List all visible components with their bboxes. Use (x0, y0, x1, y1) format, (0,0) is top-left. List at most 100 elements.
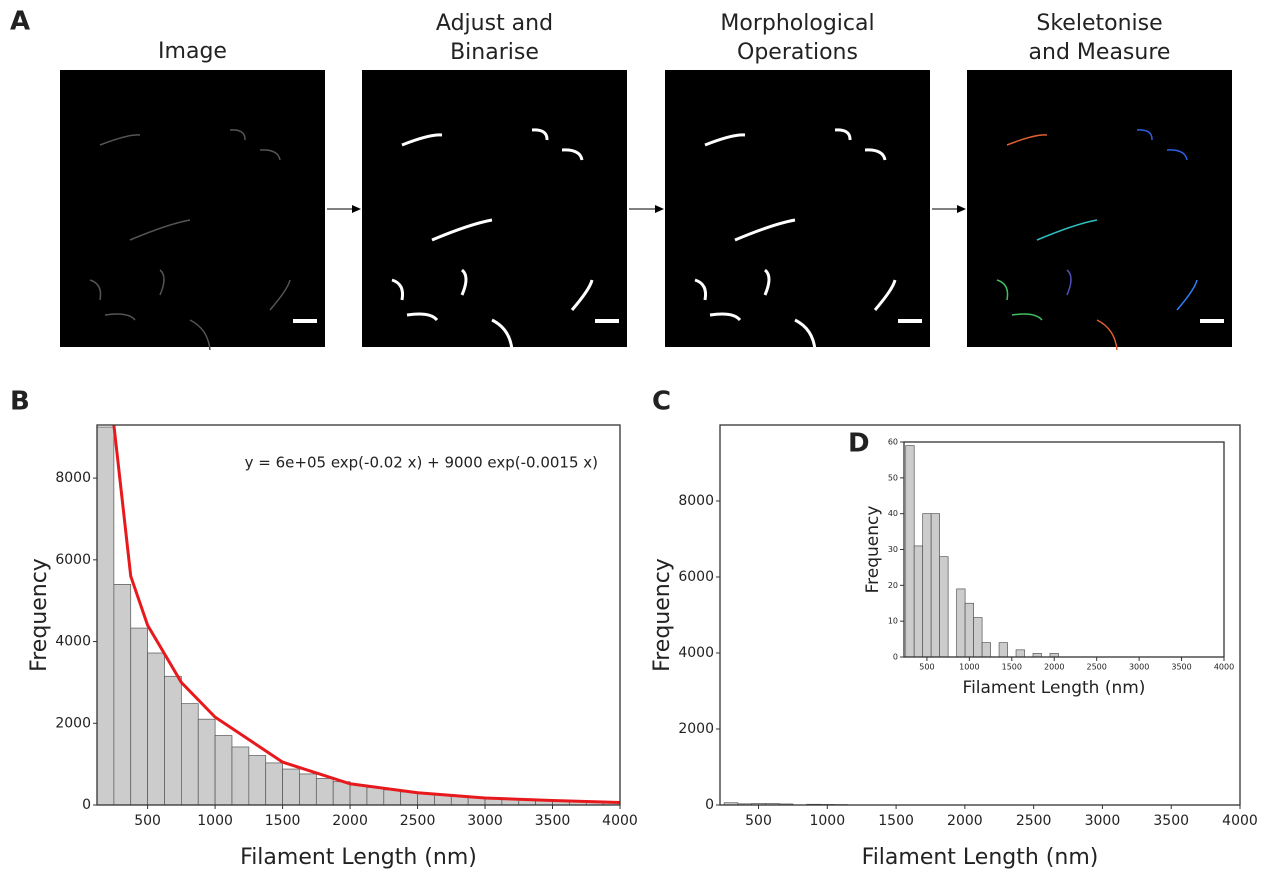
step-title: and Measure (1029, 40, 1171, 65)
bar (248, 755, 267, 806)
y-tick-label: 40 (888, 509, 898, 518)
filament (709, 312, 742, 322)
filament (431, 218, 493, 242)
x-tick-label: 4000 (1222, 813, 1258, 829)
y-tick-label: 60 (888, 438, 898, 447)
y-tick-label: 30 (888, 545, 898, 554)
y-tick-label: 0 (82, 797, 91, 813)
y-tick-label: 8000 (55, 470, 91, 486)
x-tick-label: 2000 (1044, 663, 1064, 672)
x-tick-label: 3500 (1153, 813, 1189, 829)
bar (973, 617, 983, 658)
filament (401, 133, 443, 147)
filament (734, 218, 796, 242)
filament (159, 269, 165, 296)
bar (231, 746, 250, 806)
bar (981, 642, 991, 658)
step-title: Binarise (450, 40, 539, 65)
x-tick-label: 1000 (809, 813, 845, 829)
plot-frame (719, 424, 1241, 806)
bar (299, 773, 317, 806)
filament (229, 129, 246, 141)
x-tick-label: 500 (134, 813, 161, 829)
y-tick-label: 6000 (55, 552, 91, 568)
y-axis-label: Frequency (650, 558, 675, 672)
bar (930, 513, 940, 658)
image-panel (362, 70, 627, 347)
scale-bar (1200, 319, 1224, 323)
inset-background (904, 442, 1224, 657)
bar (214, 735, 233, 806)
panel-label: A (10, 7, 30, 37)
scale-bar (595, 319, 619, 323)
bar (130, 627, 148, 806)
filament (460, 268, 468, 296)
y-tick-label: 2000 (55, 715, 91, 731)
x-tick-label: 1500 (878, 813, 914, 829)
image-panel (967, 70, 1232, 347)
bar (349, 784, 368, 806)
filament (794, 318, 817, 351)
bar (113, 584, 132, 806)
bar (265, 762, 283, 806)
x-tick-label: 1500 (265, 813, 301, 829)
x-tick-label: 3000 (467, 813, 503, 829)
filament (99, 134, 141, 146)
bar (332, 781, 351, 806)
filament (1066, 269, 1072, 296)
filament (1096, 319, 1118, 351)
bar (956, 588, 966, 658)
bar (197, 718, 216, 806)
arrowhead (655, 205, 664, 213)
step-title: Morphological (720, 11, 874, 36)
filament (864, 148, 887, 161)
x-tick-label: 3000 (1085, 813, 1121, 829)
filament (996, 279, 1009, 301)
x-axis-label: Filament Length (nm) (862, 845, 1099, 870)
filament (391, 278, 404, 301)
bar (366, 787, 385, 806)
bar (181, 703, 199, 806)
filament (129, 219, 191, 241)
step-title: Operations (737, 40, 858, 65)
x-tick-label: 1500 (1002, 663, 1022, 672)
fit-curve (112, 424, 621, 805)
x-tick-label: 3000 (1129, 663, 1149, 672)
x-tick-label: 2500 (1086, 663, 1106, 672)
bar (96, 426, 115, 806)
scale-bar (293, 319, 317, 323)
filament (491, 318, 514, 351)
bar (383, 789, 402, 806)
arrowhead (352, 205, 361, 213)
filament (89, 279, 102, 301)
filament (1166, 149, 1188, 161)
x-axis-label: Filament Length (nm) (963, 678, 1146, 698)
filament (873, 279, 897, 311)
y-tick-label: 8000 (678, 493, 714, 509)
x-tick-label: 2500 (1016, 813, 1052, 829)
filament (561, 148, 584, 161)
bar (1015, 649, 1025, 658)
step-title: Image (158, 39, 227, 64)
y-tick-label: 0 (893, 653, 898, 662)
y-tick-label: 4000 (678, 645, 714, 661)
filament (704, 133, 746, 147)
filament (1176, 279, 1198, 311)
filament (104, 313, 136, 321)
y-tick-label: 20 (888, 581, 898, 590)
y-tick-label: 4000 (55, 634, 91, 650)
filament (189, 319, 211, 351)
x-tick-label: 500 (919, 663, 934, 672)
bar (913, 545, 924, 658)
filament (1136, 129, 1153, 141)
filament (1006, 134, 1048, 146)
filament (259, 149, 281, 161)
bar (922, 513, 932, 658)
x-tick-label: 4000 (602, 813, 638, 829)
panel-label: D (848, 429, 870, 459)
y-tick-label: 50 (888, 473, 898, 482)
x-tick-label: 1000 (959, 663, 979, 672)
y-axis-label: Frequency (863, 506, 883, 594)
bar (998, 642, 1008, 658)
